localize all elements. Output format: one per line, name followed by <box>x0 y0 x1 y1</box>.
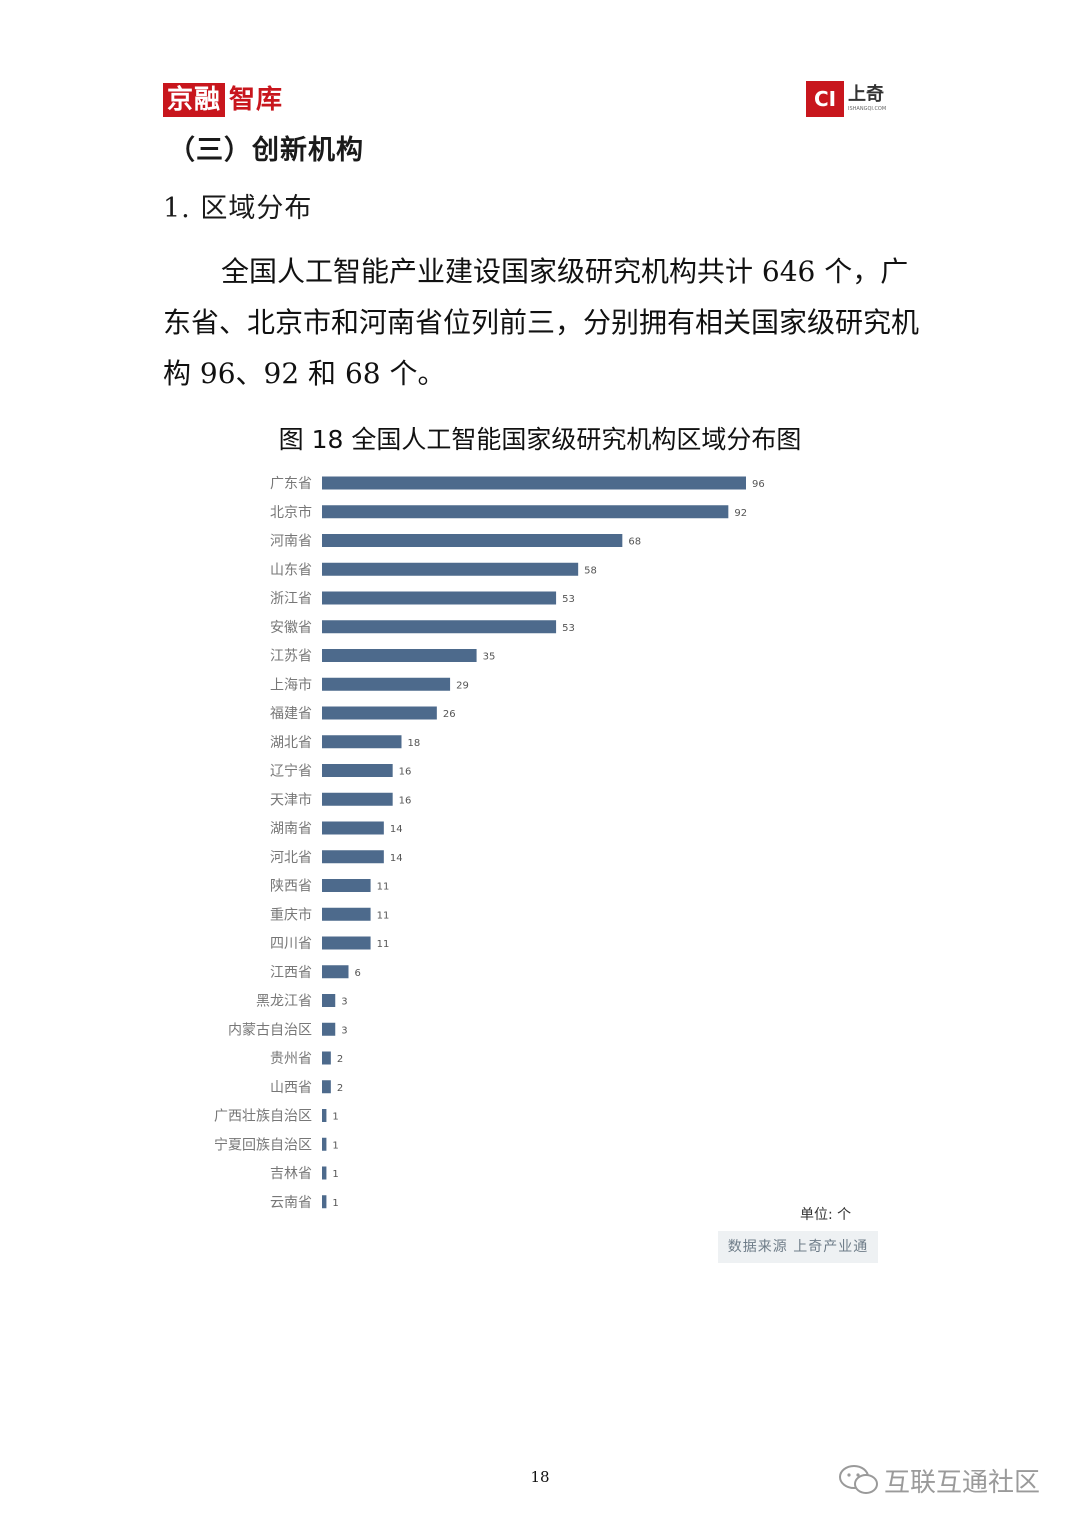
category-label: 宁夏回族自治区 <box>214 1136 312 1153</box>
value-label: 68 <box>628 537 641 548</box>
value-label: 3 <box>341 1025 347 1036</box>
category-label: 江西省 <box>270 965 312 981</box>
value-label: 35 <box>483 652 496 663</box>
watermark-text: 互联互通社区 <box>884 1467 1041 1498</box>
bar <box>322 677 451 691</box>
bar <box>322 706 437 720</box>
value-label: 1 <box>332 1198 338 1209</box>
bar <box>322 505 729 519</box>
value-label: 3 <box>341 997 347 1008</box>
value-label: 1 <box>332 1169 338 1180</box>
bar <box>322 879 371 892</box>
watermark: 互联互通社区 <box>838 1460 1040 1500</box>
category-label: 浙江省 <box>270 591 312 607</box>
bar <box>322 620 557 634</box>
value-label: 16 <box>399 767 412 778</box>
value-label: 18 <box>408 738 421 749</box>
bar <box>322 1166 327 1180</box>
category-label: 江苏省 <box>270 649 312 665</box>
bar <box>322 1195 327 1209</box>
category-label: 云南省 <box>270 1195 312 1211</box>
bar <box>322 1022 336 1036</box>
bar <box>322 1137 327 1151</box>
value-label: 96 <box>752 479 765 490</box>
bar <box>322 735 402 749</box>
figure-title: 图 18 全国人工智能国家级研究机构区域分布图 <box>278 425 802 454</box>
chat-bubble-icon <box>839 1465 878 1494</box>
category-label: 辽宁省 <box>270 763 312 780</box>
bar <box>322 476 746 490</box>
logo-left-part-a: 京融 <box>163 83 226 117</box>
category-label: 湖南省 <box>270 821 312 837</box>
value-label: 11 <box>377 939 390 950</box>
bar <box>322 965 349 979</box>
value-label: 2 <box>337 1054 343 1065</box>
category-label: 吉林省 <box>270 1166 312 1182</box>
logo-left-part-b: 智库 <box>229 85 284 115</box>
unit-label: 单位: 个 <box>800 1207 852 1223</box>
value-label: 1 <box>332 1112 338 1123</box>
bar <box>322 534 623 547</box>
category-label: 重庆市 <box>270 906 312 923</box>
value-label: 11 <box>377 910 390 921</box>
subsection-title: 1. 区域分布 <box>163 193 313 224</box>
category-label: 内蒙古自治区 <box>228 1022 312 1038</box>
logo-right-sub: ISHANGQI.COM <box>848 106 887 112</box>
value-label: 29 <box>456 680 469 691</box>
category-label: 山东省 <box>270 562 312 578</box>
jingrong-logo: 京融 智库 <box>163 82 305 118</box>
category-label: 河北省 <box>270 850 312 866</box>
section-title: （三）创新机构 <box>168 135 364 166</box>
category-label: 河南省 <box>270 534 312 550</box>
category-label: 广西壮族自治区 <box>214 1109 312 1125</box>
category-label: 山西省 <box>270 1080 312 1096</box>
category-label: 四川省 <box>270 936 312 952</box>
value-label: 1 <box>332 1140 338 1151</box>
value-label: 14 <box>390 853 403 864</box>
category-label: 天津市 <box>270 791 312 808</box>
value-label: 16 <box>399 795 412 806</box>
category-label: 贵州省 <box>270 1051 312 1067</box>
value-label: 53 <box>562 623 575 634</box>
value-label: 53 <box>562 594 575 605</box>
bar <box>322 1051 331 1065</box>
bar-chart: 广东省 96 北京市 92 河南省 68 山东省 58 浙江省 53 安徽省 53 江苏省 35 上海市 29… <box>214 476 765 1211</box>
category-label: 上海市 <box>270 676 312 693</box>
category-label: 黑龙江省 <box>256 994 312 1010</box>
bar <box>322 591 557 605</box>
category-label: 陕西省 <box>270 879 312 895</box>
source-label: 数据来源 上奇产业通 <box>718 1231 878 1263</box>
bar <box>322 936 371 950</box>
bar <box>322 907 371 921</box>
value-label: 2 <box>337 1083 343 1094</box>
value-label: 58 <box>584 565 597 576</box>
value-label: 92 <box>734 508 747 519</box>
bar <box>322 1109 327 1122</box>
page-number: 18 <box>530 1468 550 1486</box>
category-label: 福建省 <box>270 706 312 722</box>
shangqi-logo: CI 上奇 ISHANGQI.COM <box>806 80 898 118</box>
logo-right-mark: CI <box>806 81 844 117</box>
logo-right-name: 上奇 <box>848 84 884 105</box>
bar <box>322 649 477 662</box>
bar <box>322 850 384 864</box>
logo-right-text: 上奇 ISHANGQI.COM <box>848 85 886 113</box>
category-label: 湖北省 <box>270 735 312 751</box>
bar <box>322 764 393 777</box>
category-label: 北京市 <box>270 504 312 521</box>
bar <box>322 1080 331 1094</box>
body-paragraph: 全国人工智能产业建设国家级研究机构共计 646 个，广东省、北京市和河南省位列前… <box>163 255 920 390</box>
value-label: 26 <box>443 709 456 720</box>
value-label: 6 <box>355 968 361 979</box>
bar <box>322 562 579 576</box>
value-label: 11 <box>377 882 390 893</box>
category-label: 广东省 <box>270 476 312 492</box>
category-label: 安徽省 <box>270 620 312 636</box>
bar <box>322 821 384 835</box>
bar <box>322 994 336 1007</box>
bar <box>322 792 393 806</box>
value-label: 14 <box>390 824 403 835</box>
